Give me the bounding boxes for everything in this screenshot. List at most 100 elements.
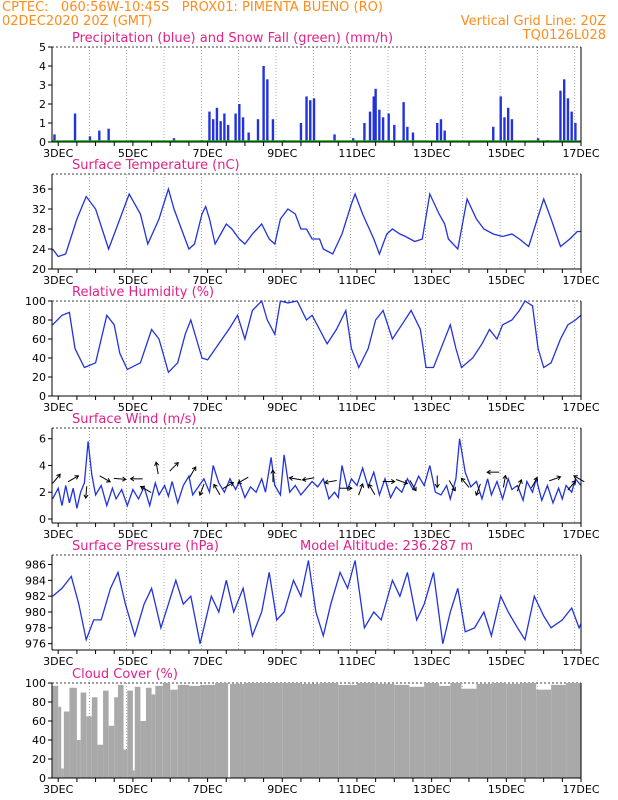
wind-arrow [198, 483, 205, 497]
panel-5: Surface Pressure (hPa) Model Altitude: 23… [25, 539, 600, 668]
x-tick-label: 7DEC [193, 655, 223, 668]
x-tick-label: 11DEC [338, 783, 375, 796]
precip-bar [312, 98, 316, 142]
y-tick-label: 982 [25, 590, 46, 603]
precip-bar [226, 124, 230, 142]
y-tick-label: 6 [39, 433, 46, 446]
x-tick-label: 3DEC [43, 655, 73, 668]
x-tick-label: 13DEC [413, 401, 450, 414]
wind-arrow-shaft [213, 484, 221, 495]
wind-arrow [288, 475, 302, 481]
wind-arrow [339, 485, 353, 491]
wind-arrow-head [140, 485, 145, 491]
precip-bar [299, 123, 303, 142]
precip-bar [499, 96, 502, 142]
precip-bar [256, 119, 260, 142]
precip-bar [107, 128, 110, 142]
wind-arrow-shaft [222, 482, 234, 489]
panel-subtitle: Model Altitude: 236.287 m [300, 539, 473, 554]
x-tick-label: 17DEC [562, 147, 599, 160]
precip-bar [536, 138, 540, 142]
x-tick-label: 3DEC [43, 147, 73, 160]
cloud-bar [155, 685, 163, 778]
wind-arrow-head [213, 483, 218, 489]
wind-arrow [301, 476, 315, 482]
wind-arrow-head [573, 475, 578, 480]
wind-arrow-head [571, 480, 577, 485]
cloud-bar [108, 725, 115, 778]
wind-arrow-shaft [169, 462, 179, 472]
x-tick-label: 11DEC [338, 274, 375, 287]
precip-bar [211, 119, 215, 142]
wind-arrow-head [359, 483, 365, 488]
cloud-bar [76, 740, 81, 778]
wind-arrow-shaft [52, 473, 61, 484]
cloud-bar [140, 721, 146, 778]
cloud-bar [200, 684, 216, 778]
x-tick-label: 11DEC [338, 147, 375, 160]
x-tick-label: 7DEC [193, 528, 223, 541]
wind-arrow-head [434, 483, 440, 489]
wind-arrow [567, 480, 577, 491]
precip-bar [352, 138, 355, 142]
precip-bar [305, 96, 308, 142]
precip-bar [393, 124, 396, 142]
series-line [52, 186, 581, 258]
y-tick-label: 40 [32, 352, 46, 365]
wind-arrow-shaft [67, 475, 79, 483]
wind-arrow [189, 466, 197, 478]
wind-arrow [368, 483, 376, 495]
x-tick-label: 5DEC [118, 528, 148, 541]
x-tick-label: 17DEC [562, 783, 599, 796]
x-tick-label: 15DEC [488, 655, 525, 668]
x-tick-label: 15DEC [488, 401, 525, 414]
cloud-bar [58, 706, 62, 778]
header-date: 02DEC2020 20Z (GMT) [2, 14, 153, 29]
cloud-bar [506, 683, 522, 778]
x-tick-label: 11DEC [338, 401, 375, 414]
precip-bar [172, 138, 176, 142]
precip-bar [381, 117, 385, 142]
x-tick-label: 17DEC [562, 528, 599, 541]
cloud-bar [134, 686, 141, 778]
wind-arrow-shaft [567, 480, 576, 491]
cloud-bar [244, 683, 264, 778]
wind-arrow-shaft [324, 479, 337, 484]
wind-arrow-head [174, 461, 179, 467]
wind-arrow-head [517, 479, 523, 484]
y-tick-label: 36 [32, 183, 46, 196]
y-tick-label: 978 [25, 622, 46, 635]
cloud-bar [97, 744, 104, 778]
x-tick-label: 5DEC [118, 655, 148, 668]
wind-arrow [549, 475, 562, 482]
panel-title: Precipitation (blue) and Snow Fall (gree… [72, 31, 393, 46]
wind-arrow-shaft [189, 466, 197, 478]
cloud-bar [229, 683, 245, 778]
x-tick-label: 5DEC [118, 274, 148, 287]
cloud-bar [145, 687, 152, 778]
wind-arrow [448, 480, 456, 492]
y-tick-label: 20 [32, 753, 46, 766]
x-tick-label: 3DEC [43, 401, 73, 414]
cloud-bar [151, 694, 156, 778]
wind-arrow [113, 476, 127, 482]
precip-bar [559, 90, 562, 142]
wind-arrow [99, 475, 111, 483]
series-line [52, 299, 582, 374]
precip-bar [73, 113, 77, 142]
x-tick-label: 13DEC [413, 528, 450, 541]
cloud-bar [338, 684, 357, 778]
cloud-bar [61, 768, 64, 778]
y-tick-label: 20 [32, 263, 46, 276]
y-tick-label: 80 [32, 314, 46, 327]
wind-arrow [409, 480, 417, 492]
cloud-bar [461, 688, 477, 778]
panel-title: Surface Temperature (nC) [72, 158, 240, 173]
y-tick-label: 3 [39, 79, 46, 92]
wind-arrow [382, 478, 396, 485]
wind-arrow [530, 476, 538, 489]
x-tick-label: 15DEC [488, 147, 525, 160]
precip-bar [411, 132, 415, 142]
cloud-bar [91, 697, 98, 778]
wind-arrow-head [323, 479, 329, 485]
